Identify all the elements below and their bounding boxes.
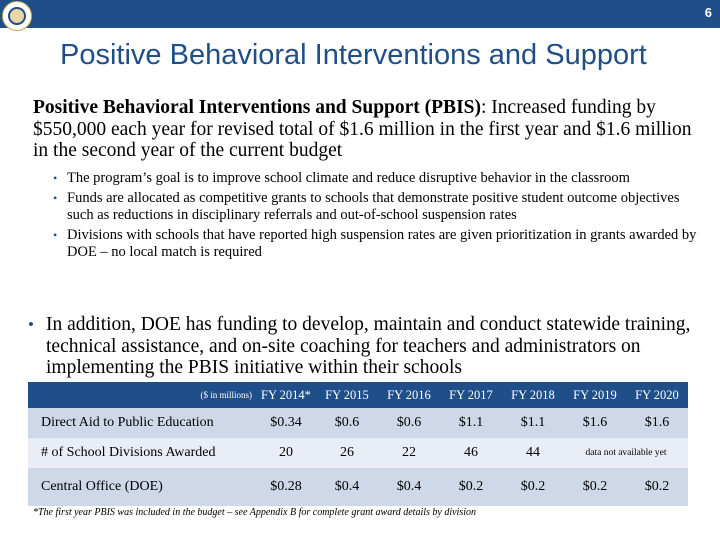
intro-lead: Positive Behavioral Interventions and Su…	[33, 97, 481, 118]
table-cell: $0.4	[316, 468, 378, 506]
state-seal-icon	[2, 1, 32, 31]
row-label: Direct Aid to Public Education	[28, 408, 256, 438]
column-header: FY 2017	[440, 382, 502, 408]
table-cell: $0.28	[256, 468, 316, 506]
table-cell: 44	[502, 438, 564, 468]
table-cell: 26	[316, 438, 378, 468]
unit-label: ($ in millions)	[28, 382, 256, 408]
table-cell: $1.6	[626, 408, 688, 438]
column-header: FY 2016	[378, 382, 440, 408]
table-cell: $0.2	[440, 468, 502, 506]
table-cell: 46	[440, 438, 502, 468]
page-number: 6	[704, 5, 712, 20]
table-cell: $0.4	[378, 468, 440, 506]
table-row: # of School Divisions Awarded 20 26 22 4…	[28, 438, 688, 468]
table-cell: 22	[378, 438, 440, 468]
column-header: FY 2015	[316, 382, 378, 408]
table-cell: $1.6	[564, 408, 626, 438]
table-header-row: ($ in millions) FY 2014* FY 2015 FY 2016…	[28, 382, 688, 408]
table-cell: $0.34	[256, 408, 316, 438]
table-cell: $1.1	[440, 408, 502, 438]
top-bar: 6	[0, 0, 720, 28]
sub-bullet-list: The program’s goal is to improve school …	[53, 170, 703, 264]
table-cell: $1.1	[502, 408, 564, 438]
column-header: FY 2019	[564, 382, 626, 408]
table-cell: 20	[256, 438, 316, 468]
budget-table: ($ in millions) FY 2014* FY 2015 FY 2016…	[28, 382, 688, 506]
table-cell: $0.2	[626, 468, 688, 506]
sub-bullet-item: The program’s goal is to improve school …	[53, 170, 703, 187]
table-cell: $0.2	[502, 468, 564, 506]
table-row: Central Office (DOE) $0.28 $0.4 $0.4 $0.…	[28, 468, 688, 506]
intro-paragraph: Positive Behavioral Interventions and Su…	[33, 97, 703, 162]
page-title: Positive Behavioral Interventions and Su…	[60, 39, 647, 71]
column-header: FY 2020	[626, 382, 688, 408]
not-available-note: data not available yet	[564, 438, 688, 468]
row-label: # of School Divisions Awarded	[28, 438, 256, 468]
row-label: Central Office (DOE)	[28, 468, 256, 506]
column-header: FY 2018	[502, 382, 564, 408]
table-cell: $0.2	[564, 468, 626, 506]
sub-bullet-item: Divisions with schools that have reporte…	[53, 227, 703, 261]
column-header: FY 2014*	[256, 382, 316, 408]
table-row: Direct Aid to Public Education $0.34 $0.…	[28, 408, 688, 438]
table-cell: $0.6	[378, 408, 440, 438]
sub-bullet-item: Funds are allocated as competitive grant…	[53, 190, 703, 224]
main-bullet: In addition, DOE has funding to develop,…	[28, 314, 708, 379]
table-cell: $0.6	[316, 408, 378, 438]
footnote: *The first year PBIS was included in the…	[33, 507, 476, 518]
intro-text: : Increased funding by $550,000 each yea…	[33, 97, 692, 161]
